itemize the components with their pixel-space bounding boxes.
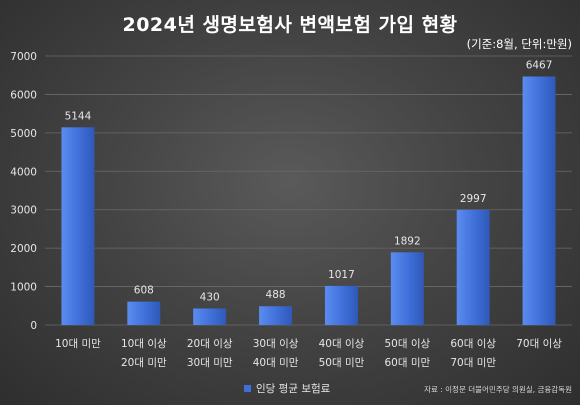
y-tick-label: 7000 <box>10 51 37 63</box>
y-tick-label: 1000 <box>10 282 37 294</box>
y-tick-label: 4000 <box>10 166 37 178</box>
x-tick-label: 70대 이상 <box>516 338 562 350</box>
x-tick-label: 30대 미만 <box>187 357 233 369</box>
bar <box>522 76 556 326</box>
bar <box>193 308 227 325</box>
bar <box>456 209 490 325</box>
data-label: 1017 <box>328 269 355 281</box>
x-tick-label: 40대 미만 <box>253 357 299 369</box>
legend-label: 인당 평균 보험료 <box>256 383 331 395</box>
y-tick-label: 6000 <box>10 89 37 101</box>
x-tick-label: 60대 미만 <box>384 357 430 369</box>
x-tick-label: 10대 이상 <box>121 338 167 350</box>
y-tick-label: 3000 <box>10 205 37 217</box>
data-label: 1892 <box>394 235 421 247</box>
x-tick-label: 70대 미만 <box>450 357 496 369</box>
y-tick-label: 5000 <box>10 128 37 140</box>
x-tick-label: 20대 이상 <box>187 338 233 350</box>
bar <box>259 306 293 325</box>
source-note: 자료 : 이정문 더불어민주당 의원실, 금융감독원 <box>424 385 572 394</box>
bar <box>61 127 95 325</box>
data-label: 608 <box>134 285 154 297</box>
y-tick-label: 2000 <box>10 243 37 255</box>
x-tick-label: 50대 이상 <box>384 338 430 350</box>
data-label: 430 <box>200 291 220 303</box>
x-tick-label: 20대 미만 <box>121 357 167 369</box>
bar <box>324 285 358 325</box>
bar <box>127 301 161 325</box>
x-tick-label: 60대 이상 <box>450 338 496 350</box>
data-label: 2997 <box>460 193 487 205</box>
x-tick-label: 40대 이상 <box>319 338 365 350</box>
data-label: 6467 <box>526 59 553 71</box>
data-label: 5144 <box>65 110 92 122</box>
x-tick-label: 10대 미만 <box>55 338 101 350</box>
x-tick-label: 50대 미만 <box>319 357 365 369</box>
chart-legend: 인당 평균 보험료 <box>244 381 330 396</box>
x-tick-label: 30대 이상 <box>253 338 299 350</box>
chart-title: 2024년 생명보험사 변액보험 가입 현황 <box>122 14 458 36</box>
y-tick-label: 0 <box>30 320 37 332</box>
chart-subtitle: (기준:8월, 단위:만원) <box>466 37 572 51</box>
legend-swatch <box>244 385 251 392</box>
bar <box>390 252 424 325</box>
data-label: 488 <box>266 289 286 301</box>
